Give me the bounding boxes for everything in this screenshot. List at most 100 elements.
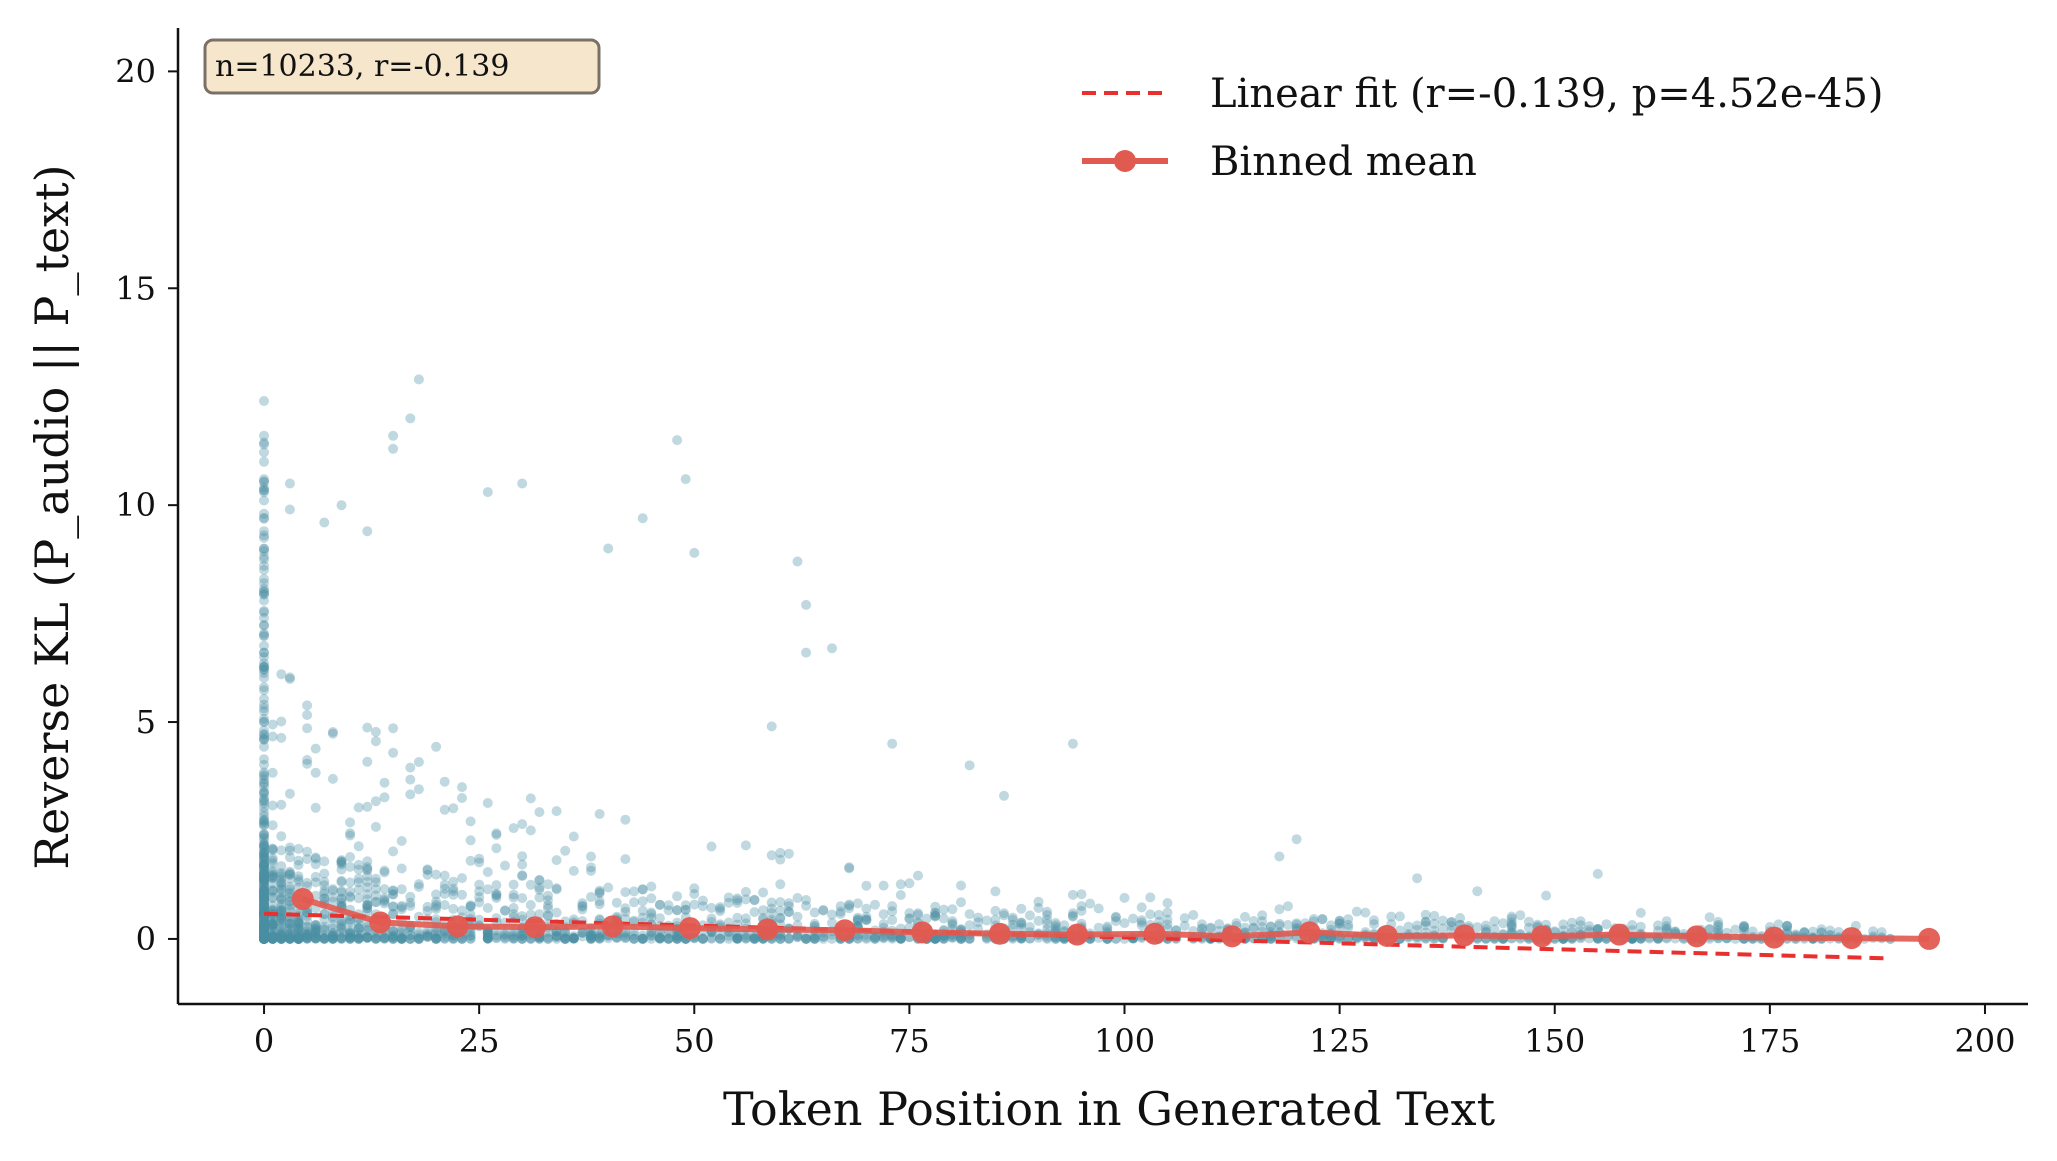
scatter-point [439,879,450,890]
scatter-point [267,932,278,943]
scatter-point [276,907,287,918]
scatter-point [405,929,416,940]
scatter-point [259,620,269,631]
scatter-point [1334,916,1345,926]
scatter-point [594,899,605,910]
scatter-point [336,933,347,944]
scatter-point [370,890,381,901]
scatter-point [560,927,571,938]
scatter-point [259,872,269,882]
scatter-point [801,933,812,944]
scatter-point [732,930,743,941]
scatter-point [259,781,269,792]
scatter-point [276,922,287,933]
scatter-point [345,933,356,944]
scatter-point [362,894,373,905]
scatter-point [353,933,364,944]
scatter-point [259,924,269,935]
scatter-point [474,897,485,908]
scatter-point [1661,921,1672,932]
scatter-point [345,927,356,938]
scatter-point [422,932,433,943]
scatter-point [620,887,631,898]
y-axis-label: Reverse KL (P_audio || P_text) [25,164,79,869]
scatter-point [259,554,269,565]
scatter-point [336,877,347,887]
scatter-point [715,930,726,940]
x-tick-label: 50 [674,1022,715,1060]
scatter-point [801,931,812,942]
scatter-point [302,933,313,944]
scatter-point [775,847,786,858]
scatter-point [259,897,269,907]
scatter-point [1635,907,1646,918]
scatter-point [259,887,269,898]
scatter-point [345,925,356,936]
scatter-point [930,908,941,919]
scatter-point [431,933,442,944]
scatter-point [267,933,278,944]
scatter-point [637,933,648,944]
scatter-point [870,933,880,944]
scatter-point [284,928,295,939]
scatter-point [887,932,898,943]
scatter-point [904,908,915,919]
scatter-point [302,926,313,936]
scatter-point [629,933,639,944]
scatter-point [259,933,269,944]
scatter-point [259,662,269,673]
scatter-point [259,769,269,780]
scatter-point [388,889,399,900]
scatter-point [1016,917,1027,928]
scatter-point [1291,919,1302,930]
scatter-point [1360,907,1371,918]
scatter-point [1782,921,1793,932]
scatter-point [259,916,269,927]
scatter-point [1033,896,1044,907]
scatter-point [1076,905,1087,916]
scatter-point [620,903,631,914]
binned-mean-marker [988,922,1011,945]
scatter-point [1575,920,1586,931]
scatter-point [284,933,295,944]
scatter-point [276,883,287,894]
scatter-point [422,905,433,916]
scatter-point [508,931,519,942]
scatter-point [259,882,269,892]
scatter-point [284,923,295,934]
scatter-point [259,587,269,598]
scatter-point [267,933,278,944]
scatter-point [276,914,287,925]
scatter-point [1024,922,1035,932]
scatter-point [775,931,786,941]
scatter-point [930,910,941,921]
scatter-point [259,917,269,928]
scatter-point [276,905,287,915]
scatter-point [259,856,269,867]
scatter-point [895,933,906,944]
scatter-point [267,920,278,931]
scatter-point [740,913,751,924]
scatter-point [396,928,407,939]
scatter-point [1283,901,1293,912]
scatter-point [293,933,304,944]
scatter-point [259,923,269,934]
scatter-point [353,928,364,939]
scatter-point [276,933,287,944]
scatter-point [259,933,269,944]
scatter-point [396,933,407,944]
scatter-point [284,881,295,892]
scatter-point [1446,920,1457,931]
scatter-point [259,933,269,944]
scatter-point [646,907,657,918]
scatter-point [405,901,416,911]
scatter-point [267,900,278,911]
scatter-point [1136,917,1147,928]
scatter-point [620,932,631,943]
scatter-point [310,802,321,813]
scatter-point [293,876,304,887]
scatter-point [568,865,579,876]
scatter-point [766,850,777,861]
scatter-point [672,932,683,943]
scatter-point [259,859,269,870]
